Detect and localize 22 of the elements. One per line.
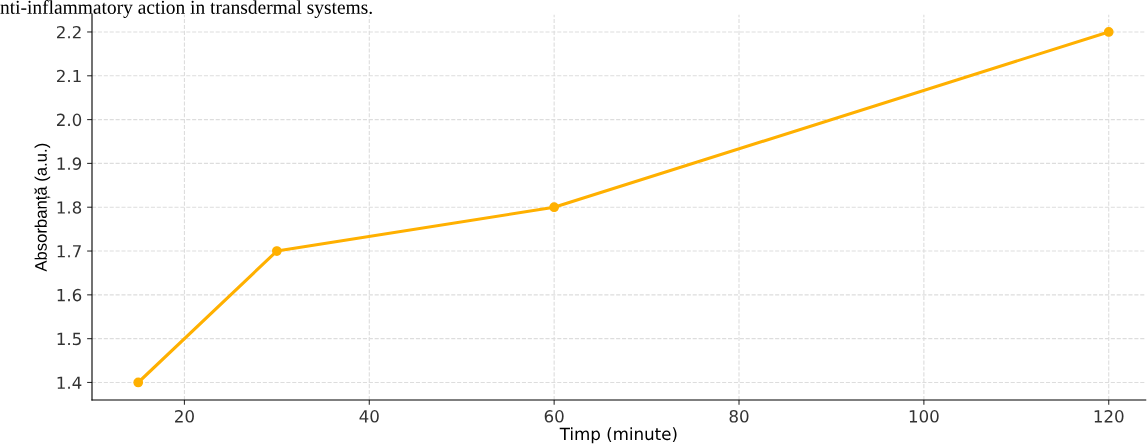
y-tick-label: 1.7 (57, 245, 81, 258)
x-tick-label: 40 (359, 410, 379, 423)
y-tick-label: 2.2 (56, 25, 81, 39)
x-tick-label: 80 (729, 410, 749, 423)
point (549, 202, 560, 213)
y-tick-label: 1.4 (57, 376, 82, 389)
x-axis-title: Timp (minute) (559, 427, 677, 444)
y-tick-label: 1.6 (57, 288, 82, 302)
x-tick-label: 20 (175, 410, 194, 423)
point (271, 246, 282, 256)
x-tick-label: 120 (1094, 410, 1124, 423)
y-tick-label: 2.0 (56, 113, 82, 127)
point (1103, 27, 1114, 37)
point (133, 377, 144, 388)
y-tick-label: 1.5 (57, 332, 81, 346)
y-tick-label: 2.1 (56, 69, 81, 83)
y-tick-label: 1.9 (57, 157, 82, 170)
y-axis-title: Absorbanță (a.u.) (34, 143, 51, 272)
annotation: nti-inflammatory action in transdermal systems. (0, 0, 372, 18)
y-tick-label: 1.8 (57, 201, 82, 214)
x-tick-label: 100 (909, 410, 939, 423)
x-tick-label: 60 (544, 410, 564, 423)
